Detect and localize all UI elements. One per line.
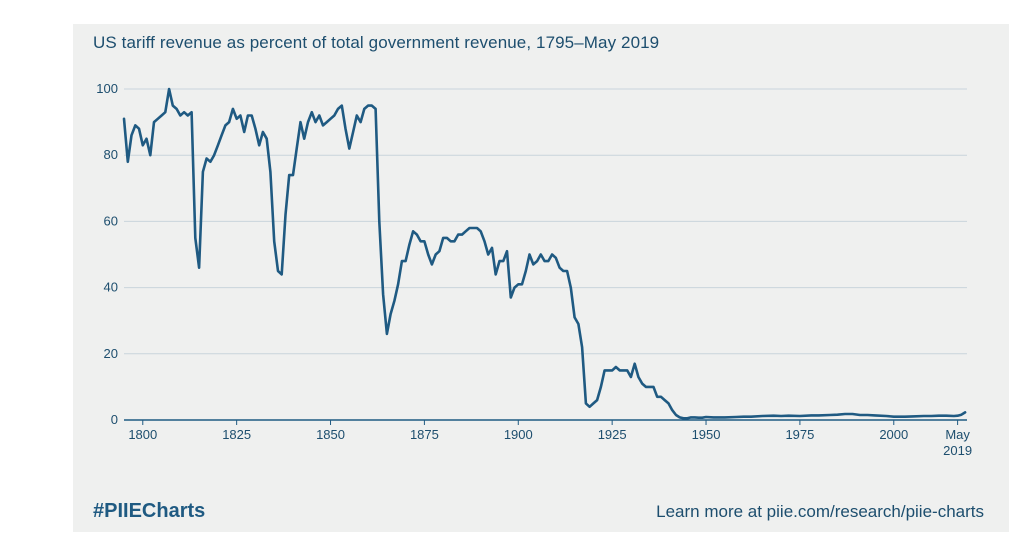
y-tick-label-20: 20: [104, 346, 118, 361]
x-tick-label-1900: 1900: [504, 427, 533, 442]
data-series: [122, 87, 967, 420]
x-tick-label-1800: 1800: [128, 427, 157, 442]
y-tick-label-100: 100: [96, 81, 118, 96]
learn-more-link[interactable]: Learn more at piie.com/research/piie-cha…: [656, 502, 984, 521]
x-tick-label2-2017: 2019: [943, 443, 972, 458]
x-tick-label-1825: 1825: [222, 427, 251, 442]
x-tick-label-1875: 1875: [410, 427, 439, 442]
series-line-0: [122, 87, 967, 420]
hashtag-label: #PIIECharts: [93, 500, 206, 522]
x-tick-label-2017: May: [945, 427, 970, 442]
y-axis: 0 20 40 60 80 100: [96, 81, 118, 427]
x-tick-label-1950: 1950: [692, 427, 721, 442]
gridlines: [124, 88, 967, 421]
y-tick-label-80: 80: [104, 147, 118, 162]
chart-card: [73, 24, 1009, 532]
x-tick-label-1975: 1975: [785, 427, 814, 442]
chart-title: US tariff revenue as percent of total go…: [93, 33, 660, 52]
x-tick-label-2000: 2000: [879, 427, 908, 442]
y-tick-label-40: 40: [104, 280, 118, 295]
y-tick-label-60: 60: [104, 213, 118, 228]
x-axis: 1800 1825 1850 1875 1900 1925 1950 1975 2000 May2…: [128, 420, 972, 458]
x-tick-label-1850: 1850: [316, 427, 345, 442]
y-tick-label-0: 0: [111, 412, 118, 427]
x-tick-label-1925: 1925: [598, 427, 627, 442]
